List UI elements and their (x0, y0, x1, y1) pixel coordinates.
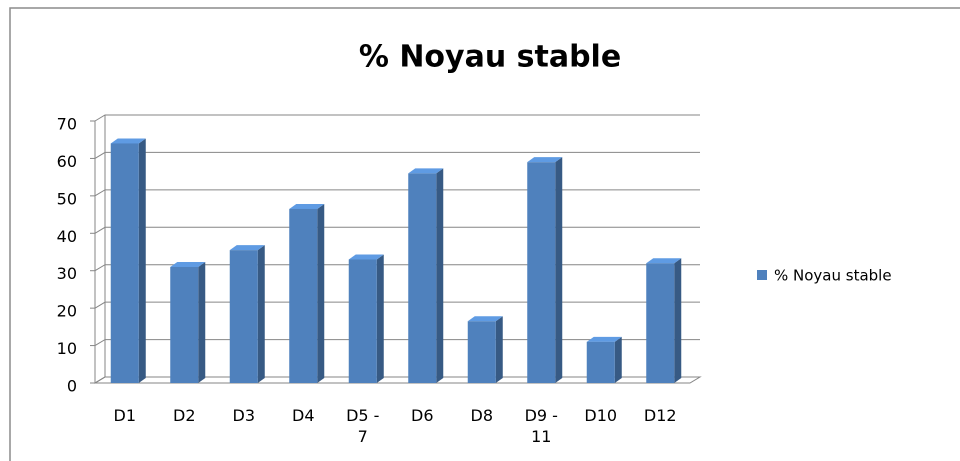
bar-side (257, 245, 265, 383)
y-tick-label: 20 (57, 302, 77, 321)
grid-line (94, 226, 700, 234)
grid-line (94, 151, 700, 159)
x-tick-label: D2 (173, 406, 196, 425)
grid-line (94, 301, 700, 309)
y-tick-label: 10 (57, 339, 77, 358)
bar-top (348, 254, 384, 260)
x-tick-label: D4 (292, 406, 315, 425)
bar-side (614, 336, 622, 383)
x-tick-label: D5 - 7 (346, 406, 380, 446)
bar (229, 250, 258, 383)
bar-top (110, 138, 146, 144)
grid-line (94, 264, 700, 272)
bar (110, 143, 139, 383)
bar-side (138, 138, 146, 383)
bar-top (289, 203, 325, 209)
chart-title: % Noyau stable (359, 40, 621, 75)
x-tick-label: D9 - 11 (524, 406, 558, 446)
x-tick-label: D1 (113, 406, 137, 425)
bar-top (229, 245, 265, 251)
bar-top (527, 157, 563, 163)
y-tick-label: 60 (57, 152, 77, 171)
y-tick-label: 0 (67, 377, 77, 396)
bar (408, 173, 437, 383)
bar (527, 162, 556, 383)
bar-side (198, 261, 206, 383)
bar-top (408, 168, 444, 174)
bar-side (436, 168, 444, 383)
x-tick-label: D12 (643, 406, 677, 425)
chart-frame (9, 7, 960, 461)
bar-top (467, 316, 503, 322)
bar-side (495, 316, 503, 383)
y-tick-label: 30 (57, 264, 77, 283)
legend-swatch (757, 270, 767, 280)
grid-line (94, 114, 700, 122)
x-tick-label: D6 (411, 406, 434, 425)
x-tick-label: D8 (470, 406, 494, 425)
bar-side (376, 254, 384, 383)
y-tick-label: 70 (57, 115, 77, 134)
bar-side (555, 157, 563, 383)
bar-top (170, 261, 206, 267)
grid-line (94, 189, 700, 197)
x-tick-label: D10 (584, 406, 618, 425)
bar (586, 341, 615, 383)
bar (348, 259, 377, 383)
bar (289, 208, 318, 383)
x-tick-label: D3 (232, 406, 256, 425)
bar (467, 321, 496, 383)
y-tick-label: 40 (57, 227, 77, 246)
bar (646, 263, 675, 383)
bar-side (317, 203, 325, 383)
bar-side (674, 258, 682, 383)
y-tick-label: 50 (57, 189, 77, 208)
bar (170, 266, 199, 383)
bar-top (586, 336, 622, 342)
bar-top (646, 258, 682, 264)
legend-label: % Noyau stable (774, 267, 892, 285)
